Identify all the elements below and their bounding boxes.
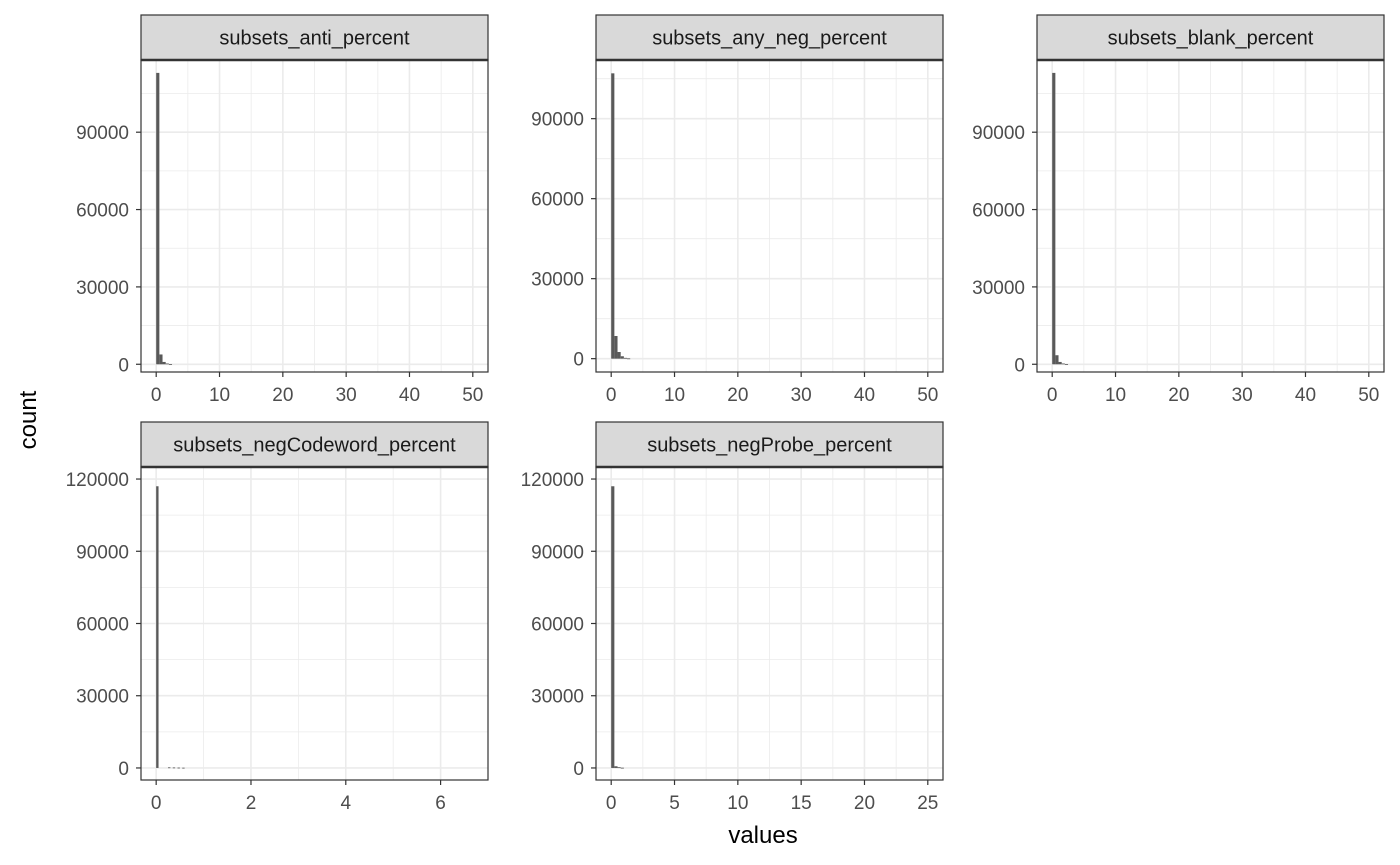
histogram-bar [627,358,631,360]
x-tick-label: 20 [854,793,875,814]
x-tick-label: 25 [917,793,938,814]
histogram-bar [168,364,173,365]
facet-strip-label: subsets_negProbe_percent [647,435,892,457]
x-tick-label: 0 [151,793,162,814]
x-tick-label: 30 [1232,385,1253,406]
x-tick-label: 10 [1105,385,1126,406]
facet-strip-label: subsets_any_neg_percent [652,28,887,50]
x-tick-label: 30 [791,385,812,406]
facet-strip [1036,14,1385,61]
histogram-bar [1052,72,1056,365]
y-tick-label: 90000 [531,110,584,131]
histogram-bar [620,767,624,769]
histogram-bar [617,352,621,359]
x-tick-label: 20 [272,385,293,406]
histogram-bar [614,766,618,768]
histogram-bar [623,357,628,359]
histogram-bar [156,72,160,365]
y-tick-label: 90000 [76,123,129,144]
y-tick-label: 30000 [531,687,584,708]
x-tick-label: 0 [151,385,162,406]
y-tick-label: 60000 [972,201,1025,222]
facet-strip-label: subsets_negCodeword_percent [173,435,456,457]
histogram-bar [1055,355,1059,365]
facet-panel: subsets_any_neg_percent 0 10 20 30 40 50 0 30000… [531,14,944,406]
x-tick-label: 0 [1047,385,1058,406]
y-tick-label: 30000 [531,270,584,291]
x-tick-label: 50 [462,385,483,406]
histogram-bar [611,73,615,359]
x-tick-label: 40 [854,385,875,406]
y-tick-label: 90000 [531,542,584,563]
facet-strip-label: subsets_blank_percent [1108,28,1314,50]
x-tick-label: 50 [917,385,938,406]
y-tick-label: 60000 [531,190,584,211]
x-tick-label: 20 [727,385,748,406]
y-tick-label: 0 [573,350,584,371]
x-tick-label: 6 [435,793,446,814]
y-axis-title: count [15,390,42,449]
y-tick-label: 60000 [76,201,129,222]
histogram-bar [168,767,171,769]
facet-panel: subsets_negProbe_percent 0 5 10 15 20 25 0 30000… [521,421,944,814]
y-tick-label: 60000 [76,615,129,636]
histogram-bar [1058,361,1062,365]
histogram-bar [182,767,185,769]
facet-panel: subsets_negCodeword_percent 0 2 4 6 0 30000 600… [66,421,489,814]
histogram-bar [1064,364,1069,365]
facet-strip [140,14,489,61]
histogram-bar [617,767,621,769]
y-tick-label: 30000 [76,278,129,299]
y-tick-label: 90000 [76,542,129,563]
y-tick-label: 0 [1014,355,1025,376]
x-tick-label: 0 [606,385,617,406]
x-tick-label: 10 [209,385,230,406]
histogram-bar [172,767,176,769]
x-tick-label: 4 [340,793,351,814]
x-tick-label: 10 [664,385,685,406]
x-tick-label: 40 [1295,385,1316,406]
facet-strip [595,421,944,468]
histogram-bar [1061,363,1065,365]
histogram-bar [611,486,615,768]
y-tick-label: 0 [118,355,129,376]
histogram-bar [177,767,180,769]
histogram-bar [162,361,166,365]
facet-panel: subsets_anti_percent 0 10 20 30 40 50 0 30000 600… [76,14,489,406]
facet-strip-label: subsets_anti_percent [219,28,410,50]
x-tick-label: 40 [399,385,420,406]
x-tick-label: 0 [606,793,617,814]
x-tick-label: 5 [669,793,680,814]
histogram-bar [159,354,163,365]
y-tick-label: 120000 [521,470,584,491]
histogram-bar [165,363,169,365]
y-tick-label: 0 [118,759,129,780]
y-tick-label: 0 [573,759,584,780]
y-tick-label: 60000 [531,615,584,636]
facet-panel: subsets_blank_percent 0 10 20 30 40 50 0 30000 60… [972,14,1385,406]
x-tick-label: 20 [1168,385,1189,406]
x-tick-label: 15 [791,793,812,814]
x-axis-title: values [728,822,797,849]
y-tick-label: 120000 [66,470,129,491]
y-tick-label: 30000 [76,687,129,708]
x-tick-label: 10 [727,793,748,814]
histogram-bar [614,336,618,359]
histogram-bar [156,486,159,768]
facet-strip [595,14,944,61]
histogram-bar [620,356,624,359]
y-tick-label: 90000 [972,123,1025,144]
y-tick-label: 30000 [972,278,1025,299]
x-tick-label: 2 [246,793,257,814]
x-tick-label: 30 [336,385,357,406]
x-tick-label: 50 [1358,385,1379,406]
